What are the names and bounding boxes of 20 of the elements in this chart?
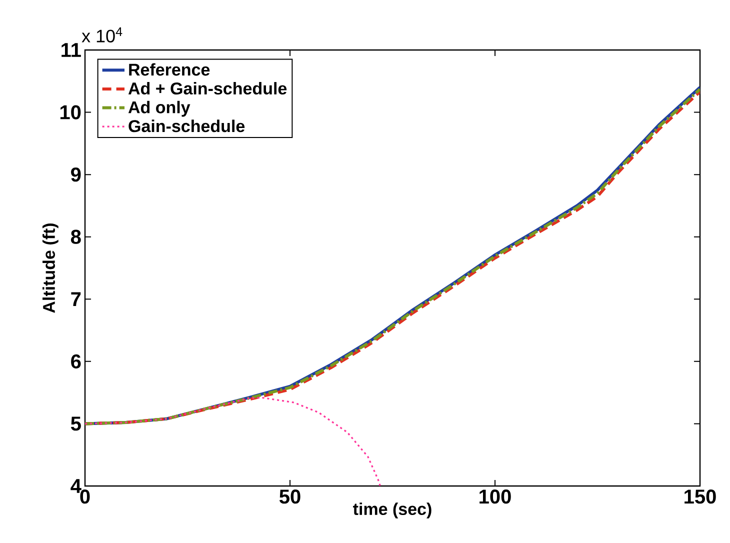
legend-label: Gain-schedule	[128, 120, 245, 132]
y-tick-label: 7	[71, 292, 81, 306]
y-tick-label: 10	[60, 105, 81, 120]
y-tick-label: 5	[70, 416, 81, 431]
x-tick-label: 100	[480, 490, 511, 504]
x-axis-title: time (sec)	[353, 502, 432, 518]
y-tick-label: 6	[71, 354, 81, 368]
y-tick-label: 4	[70, 479, 82, 493]
legend-label: Reference	[129, 63, 210, 76]
x-tick-label: 150	[684, 490, 716, 504]
y-tick-label: 11	[62, 43, 81, 57]
x-tick-label: 0	[80, 490, 90, 504]
x-tick-label: 50	[279, 490, 300, 504]
legend-label: Ad + Gain-schedule	[128, 82, 287, 95]
text: x 10$^{4}$	[82, 27, 122, 42]
legend-label: Ad only	[128, 100, 190, 117]
line-series	[85, 396, 382, 486]
y-axis-title: Altitude (ft)	[42, 224, 58, 313]
y-tick-label: 8	[70, 230, 81, 244]
y-tick-label: 9	[71, 167, 81, 182]
